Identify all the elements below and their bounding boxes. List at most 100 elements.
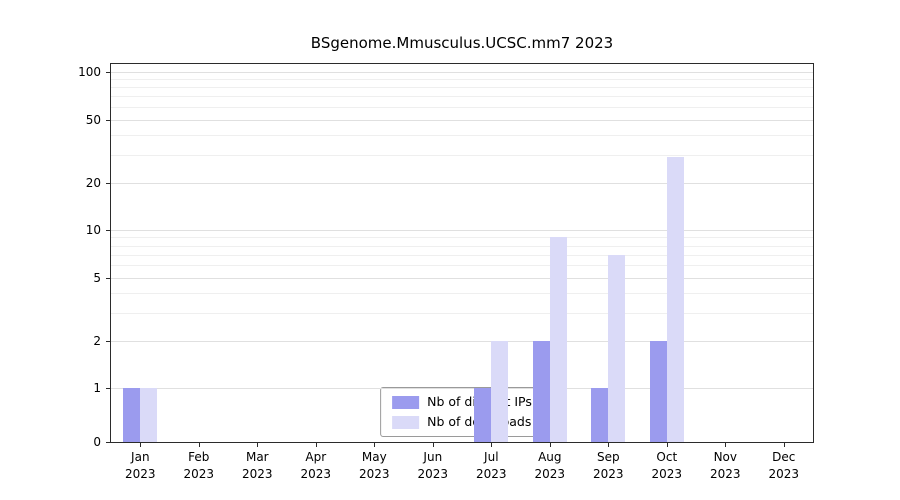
y-tick-mark [106, 119, 111, 121]
x-tick-mark [315, 442, 317, 447]
y-tick-mark [106, 230, 111, 232]
x-tick-label-year: 2023 [359, 467, 390, 481]
gridline-major [111, 340, 813, 342]
x-tick-label: Feb 2023 [169, 449, 229, 483]
x-tick-label: Nov 2023 [695, 449, 755, 483]
gridline-major [111, 182, 813, 184]
y-tick-label: 1 [93, 381, 101, 396]
x-tick-label: Aug 2023 [520, 449, 580, 483]
bar-nb-of-distinct-ips [474, 388, 492, 442]
x-tick-label-year: 2023 [651, 467, 683, 481]
x-tick-label-year: 2023 [768, 467, 800, 481]
x-tick-label-month: Jul [484, 450, 499, 464]
x-tick-mark [666, 442, 668, 447]
x-tick-label: Jun 2023 [403, 449, 463, 483]
gridline-major [111, 277, 813, 279]
legend-swatch-nb-of-downloads [392, 415, 420, 429]
x-tick-label-month: Feb [188, 450, 210, 464]
x-tick-label: May 2023 [344, 449, 404, 483]
legend-entry: Nb of distinct IPs [392, 395, 532, 409]
plot-area: Nb of distinct IPs Nb of downloads 0 1 2 5 10… [78, 63, 814, 481]
gridline-major [111, 388, 813, 390]
bar-nb-of-downloads [666, 157, 684, 442]
y-tick-label: 20 [85, 175, 101, 190]
legend-entry: Nb of downloads [392, 415, 532, 429]
gridline-major [111, 230, 813, 232]
x-tick-mark [725, 442, 727, 447]
gridline-minor [111, 107, 813, 108]
gridline-minor [111, 134, 813, 136]
x-tick-label-month: Dec [772, 450, 796, 464]
y-tick-label: 2 [93, 333, 101, 348]
x-tick-label-month: Jun [423, 450, 443, 464]
x-tick-mark [783, 442, 785, 447]
gridline-minor [111, 293, 813, 295]
x-tick-label-month: Apr [305, 450, 327, 464]
x-tick-label-year: 2023 [417, 467, 449, 481]
y-tick-mark [106, 340, 111, 342]
x-tick-label-year: 2023 [476, 467, 507, 481]
bar-nb-of-distinct-ips [591, 388, 609, 442]
gridline-minor [111, 79, 813, 81]
legend: Nb of distinct IPs Nb of downloads [380, 387, 544, 437]
x-tick-label: Oct 2023 [637, 449, 697, 483]
y-tick-mark [106, 277, 111, 279]
x-tick-mark [608, 442, 610, 447]
bar-nb-of-downloads [140, 388, 158, 442]
x-tick-mark [491, 442, 493, 447]
gridline-minor [111, 312, 813, 314]
x-tick-label-month: Jan [131, 450, 150, 464]
gridline-major [111, 119, 813, 121]
x-tick-label-month: Aug [538, 450, 562, 464]
gridline-minor [111, 245, 813, 247]
x-tick-label: Jan 2023 [110, 449, 170, 483]
bar-nb-of-distinct-ips [532, 340, 550, 442]
x-tick-label: Dec 2023 [754, 449, 814, 483]
y-tick-mark [106, 71, 111, 73]
gridline-minor [111, 254, 813, 256]
x-tick-mark [549, 442, 551, 447]
chart-title: BSgenome.Mmusculus.UCSC.mm7 2023 [310, 34, 614, 52]
gridline-minor [111, 265, 813, 267]
x-tick-label-month: Mar [245, 450, 269, 464]
x-tick-mark [140, 442, 142, 447]
x-tick-label-year: 2023 [534, 467, 566, 481]
x-tick-mark [432, 442, 434, 447]
legend-swatch-nb-of-distinct-ips [392, 395, 420, 409]
x-tick-label-year: 2023 [183, 467, 215, 481]
bar-nb-of-distinct-ips [649, 340, 667, 442]
y-tick-label: 100 [78, 64, 101, 79]
x-tick-label: Apr 2023 [286, 449, 346, 483]
x-tick-label: Sep 2023 [578, 449, 638, 483]
x-tick-label-month: Oct [656, 450, 678, 464]
x-tick-label-month: May [361, 450, 387, 464]
gridline-minor [111, 96, 813, 98]
bar-nb-of-downloads [608, 254, 626, 442]
y-tick-label: 5 [93, 270, 101, 285]
bar-nb-of-downloads [491, 340, 509, 442]
y-tick-mark [106, 442, 111, 443]
gridline-minor [111, 237, 813, 239]
x-tick-label-year: 2023 [593, 467, 624, 481]
y-tick-mark [106, 388, 111, 390]
x-tick-label-month: Sep [596, 450, 620, 464]
y-tick-label: 0 [93, 435, 101, 449]
gridline-minor [111, 154, 813, 156]
x-tick-mark [374, 442, 376, 447]
y-tick-mark [106, 182, 111, 184]
y-tick-label: 50 [85, 112, 101, 127]
x-tick-mark [257, 442, 259, 447]
x-tick-mark [198, 442, 200, 447]
bar-nb-of-downloads [549, 237, 567, 442]
x-tick-label-year: 2023 [242, 467, 273, 481]
y-tick-label: 10 [85, 223, 101, 238]
x-tick-label-month: Nov [713, 450, 737, 464]
x-tick-label-year: 2023 [300, 467, 332, 481]
x-tick-label: Mar 2023 [227, 449, 287, 483]
x-tick-label-year: 2023 [710, 467, 741, 481]
bar-nb-of-distinct-ips [123, 388, 141, 442]
x-tick-label: Jul 2023 [461, 449, 521, 483]
gridline-minor [111, 87, 813, 89]
x-tick-label-year: 2023 [125, 467, 156, 481]
